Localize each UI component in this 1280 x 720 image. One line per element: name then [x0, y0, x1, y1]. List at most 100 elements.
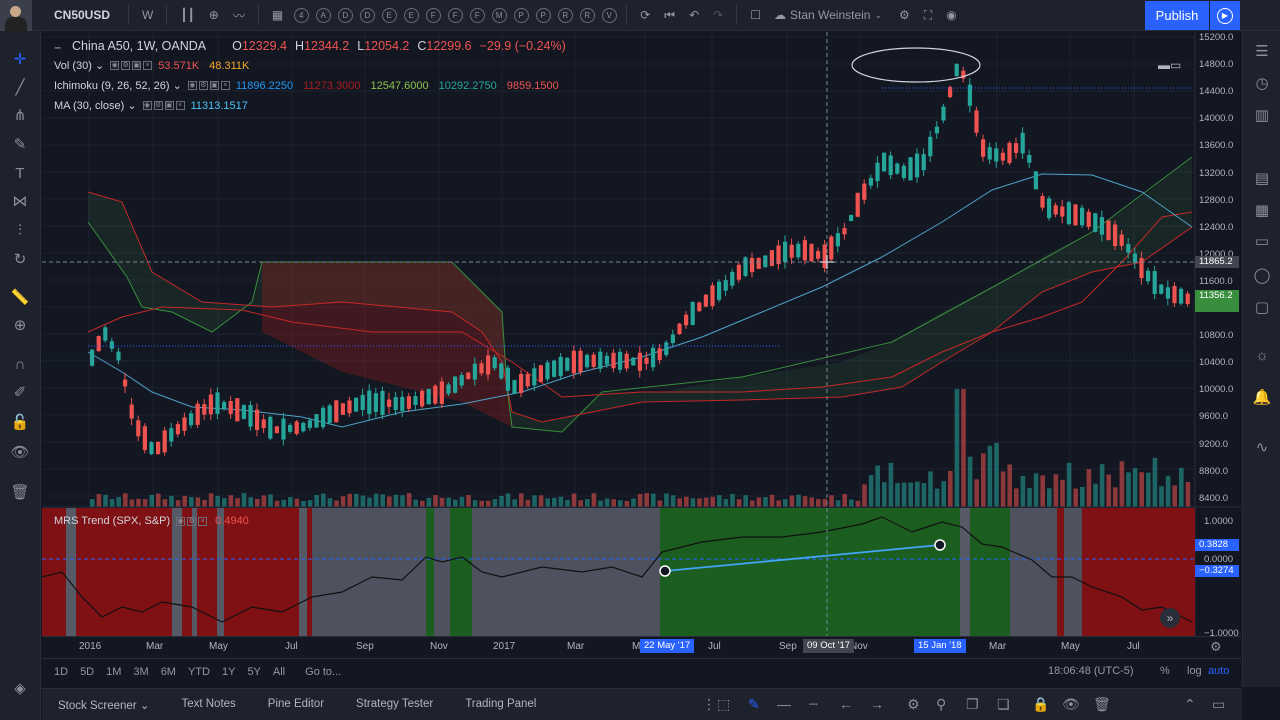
collapse-icon[interactable]: − — [54, 41, 62, 55]
messages-icon[interactable]: ▢ — [1254, 299, 1270, 316]
shortcut-button[interactable]: P — [535, 7, 551, 23]
redo-icon[interactable]: ↷ — [713, 8, 724, 22]
axis-settings-icon[interactable]: ⚙ — [1210, 639, 1222, 654]
range-button[interactable]: 1Y — [221, 665, 236, 678]
symbol-search[interactable]: CN50USD — [54, 8, 111, 22]
chart-area[interactable]: − China A50, 1W, OANDA O 12329.4 H 12344.2… — [42, 32, 1241, 656]
shortcut-button[interactable]: F — [425, 7, 441, 23]
trend-line-anchor[interactable] — [934, 539, 946, 551]
data-window-icon[interactable]: ▥ — [1254, 107, 1270, 124]
line-start-icon[interactable]: ← — [839, 696, 853, 712]
shortcut-button[interactable]: A — [315, 7, 331, 23]
pen-tool-icon[interactable]: ✎ — [748, 696, 760, 712]
drawing-settings-icon[interactable]: ⚙ — [907, 696, 920, 712]
eye-icon[interactable]: ◉ — [110, 61, 120, 70]
shortcut-button[interactable]: R — [557, 7, 573, 23]
calendar-icon[interactable]: ▦ — [1254, 202, 1270, 219]
maximize-panel-icon[interactable]: ▭ — [1212, 696, 1226, 712]
clone-icon[interactable]: ❐ — [966, 696, 979, 712]
user-avatar[interactable] — [0, 0, 32, 31]
shortcut-button[interactable]: V — [601, 7, 617, 23]
range-button[interactable]: 5Y — [247, 665, 261, 678]
trend-line-anchor[interactable] — [659, 565, 671, 577]
shortcut-button[interactable]: 4 — [293, 7, 309, 23]
range-button[interactable]: YTD — [187, 665, 210, 678]
bars-style-icon[interactable]: ┃┃ — [180, 8, 195, 22]
template-icon[interactable]: ⚲ — [936, 696, 947, 712]
eye-icon[interactable]: ◉ — [142, 101, 152, 110]
range-button[interactable]: All — [272, 665, 286, 678]
indicator-name[interactable]: MA (30, close) ⌄ — [54, 100, 137, 112]
shortcut-button[interactable]: E — [381, 7, 397, 23]
cursor-tool-icon[interactable]: ⬚ — [717, 696, 731, 712]
camera-icon[interactable]: ◉ — [946, 8, 957, 22]
settings-icon[interactable]: ⚙ — [153, 101, 163, 110]
shortcut-button[interactable]: M — [491, 7, 507, 23]
shortcut-button[interactable]: P — [513, 7, 529, 23]
trend-line-drawing[interactable] — [664, 544, 941, 572]
undo-icon[interactable]: ↶ — [689, 8, 700, 22]
indicator-name[interactable]: Vol (30) ⌄ — [54, 60, 105, 72]
eye-icon[interactable]: 👁 — [10, 444, 30, 461]
pulse-icon[interactable]: ∿ — [1255, 439, 1269, 456]
drag-handle-icon[interactable]: ⋮ — [702, 696, 716, 712]
settings-icon[interactable]: ⚙ — [198, 81, 208, 90]
ideas-icon[interactable]: ▭ — [1254, 233, 1270, 250]
pattern-icon[interactable]: ▦ — [271, 8, 284, 22]
fullscreen-icon[interactable]: ⛶ — [923, 7, 933, 22]
replay-icon[interactable]: ⏮ — [664, 7, 676, 22]
range-button[interactable]: 6M — [160, 665, 176, 678]
bottom-tab[interactable]: Text Notes — [181, 697, 236, 710]
collapse-panel-icon[interactable]: ⌃ — [1184, 696, 1196, 712]
clock[interactable]: 18:06:48 (UTC-5) — [1048, 665, 1134, 677]
percent-scale-button[interactable]: % — [1160, 665, 1170, 677]
settings-gear-icon[interactable]: ⚙ — [899, 8, 910, 22]
watchlist-icon[interactable]: ☰ — [1255, 43, 1269, 60]
prediction-icon[interactable]: ⫶ — [18, 222, 22, 239]
shortcut-button[interactable]: F — [469, 7, 485, 23]
close-icon[interactable]: × — [175, 101, 185, 110]
compare-icon[interactable]: ⊕ — [208, 8, 219, 22]
lock-icon[interactable]: 🔓 — [10, 414, 30, 431]
range-button[interactable]: 1D — [54, 665, 69, 678]
screener-icon[interactable]: ☼ — [1255, 347, 1269, 364]
more-icon[interactable]: ▣ — [132, 61, 142, 70]
trend-line-icon[interactable]: ╱ — [15, 79, 25, 96]
text-icon[interactable]: T — [15, 165, 25, 182]
brush-icon[interactable]: ✎ — [13, 136, 27, 153]
line-end-icon[interactable]: → — [870, 696, 884, 712]
zoom-icon[interactable]: ⊕ — [13, 317, 27, 334]
range-button[interactable]: 3M — [133, 665, 149, 678]
bottom-tab[interactable]: Pine Editor — [267, 697, 325, 710]
alert-icon[interactable]: ⟳ — [640, 8, 651, 22]
trash-icon[interactable]: 🗑 — [10, 484, 30, 501]
shortcut-button[interactable]: F — [447, 7, 463, 23]
minimize-icon[interactable]: ▬ — [1158, 58, 1170, 72]
auto-scale-button[interactable]: auto — [1208, 665, 1230, 677]
more-icon[interactable]: ▣ — [164, 101, 174, 110]
interval-button[interactable]: W — [142, 8, 154, 22]
indicator-name[interactable]: Ichimoku (9, 26, 52, 26) ⌄ — [54, 80, 182, 92]
mrs-legend-name[interactable]: MRS Trend (SPX, S&P) — [54, 515, 171, 527]
publish-arrow-button[interactable]: ▶ — [1210, 1, 1240, 30]
order-icon[interactable]: ❏ — [997, 696, 1010, 712]
range-button[interactable]: 1M — [106, 665, 122, 678]
bottom-tab[interactable]: Trading Panel — [465, 697, 537, 710]
lock-drawing-icon[interactable]: 🔒 — [1032, 696, 1050, 712]
publish-button[interactable]: Publish — [1145, 1, 1209, 30]
maximize-icon[interactable]: ▭ — [1170, 58, 1182, 72]
delete-drawing-icon[interactable]: 🗑 — [1093, 696, 1111, 712]
hide-drawing-icon[interactable]: 👁 — [1062, 696, 1080, 712]
pitchfork-icon[interactable]: ⋔ — [13, 107, 27, 124]
alerts-clock-icon[interactable]: ◷ — [1255, 75, 1269, 92]
close-icon[interactable]: × — [198, 516, 208, 526]
shortcut-button[interactable]: R — [579, 7, 595, 23]
close-icon[interactable]: × — [143, 61, 153, 70]
bottom-tab[interactable]: Strategy Tester — [356, 697, 434, 710]
price-chart-canvas[interactable] — [42, 32, 1241, 656]
shortcut-button[interactable]: D — [359, 7, 375, 23]
line-dash-icon[interactable]: ┄ — [809, 696, 818, 712]
close-icon[interactable]: × — [220, 81, 230, 90]
line-style-icon[interactable]: — — [777, 696, 791, 712]
eye-icon[interactable]: ◉ — [176, 516, 186, 526]
